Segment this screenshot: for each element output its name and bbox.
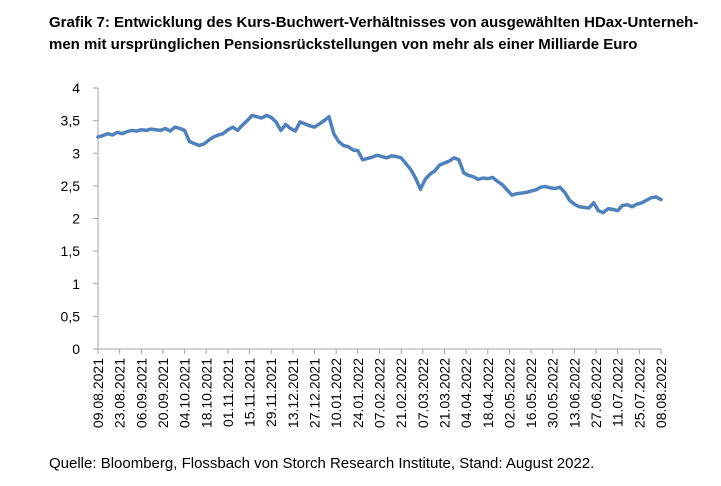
x-tick-label: 02.05.2022: [501, 358, 517, 428]
x-tick-label: 13.12.2021: [285, 358, 301, 428]
series-line-0: [96, 113, 663, 215]
x-tick-label: 10.01.2022: [328, 358, 344, 428]
x-tick-label: 23.08.2021: [112, 358, 128, 428]
x-tick-label: 29.11.2021: [263, 358, 279, 427]
x-tick-label: 30.05.2022: [545, 358, 561, 428]
x-tick-label: 24.01.2022: [350, 358, 366, 428]
source-note: Quelle: Bloomberg, Flossbach von Storch …: [49, 455, 595, 472]
x-tick-label: 15.11.2021: [242, 358, 258, 427]
x-tick-label: 04.04.2022: [458, 358, 474, 428]
x-tick-label: 08.08.2022: [653, 358, 669, 428]
x-tick-label: 21.03.2022: [436, 358, 452, 428]
y-tick-label: 1,5: [61, 243, 81, 259]
y-tick-label: 0: [72, 341, 80, 357]
y-tick-label: 0,5: [61, 308, 81, 324]
chart-title-line-1: Grafik 7: Entwicklung des Kurs-Buchwert-…: [49, 14, 699, 31]
x-tick-label: 07.02.2022: [372, 358, 388, 428]
x-tick-label: 01.11.2021: [220, 358, 236, 427]
x-tick-label: 13.06.2022: [566, 358, 582, 428]
x-tick-label: 11.07.2022: [610, 358, 626, 427]
x-tick-label: 04.10.2021: [177, 358, 193, 428]
x-tick-label: 27.12.2021: [307, 358, 323, 428]
x-tick-label: 16.05.2022: [523, 358, 539, 428]
x-tick-label: 27.06.2022: [588, 358, 604, 428]
x-axis: 09.08.2021 23.08.2021 06.09.2021 20.09.2021…: [90, 348, 669, 428]
x-tick-label: 07.03.2022: [415, 358, 431, 428]
x-tick-label: 25.07.2022: [631, 358, 647, 428]
x-tick-label: 09.08.2021: [90, 358, 106, 428]
y-tick-label: 1: [72, 276, 80, 292]
x-tick-label: 18.04.2022: [480, 358, 496, 428]
series-group: [96, 113, 663, 215]
y-tick-label: 4: [72, 80, 80, 96]
y-tick-label: 2,5: [61, 178, 81, 194]
y-tick-label: 3,5: [61, 113, 81, 129]
y-axis: 0 0,5 1 1,5 2 2,5 3 3,5 4: [61, 80, 99, 357]
x-tick-label: 20.09.2021: [155, 358, 171, 428]
x-tick-label: 21.02.2022: [393, 358, 409, 428]
y-tick-label: 2: [72, 211, 80, 227]
x-tick-label: 06.09.2021: [133, 358, 149, 428]
y-tick-label: 3: [72, 145, 80, 161]
x-tick-label: 18.10.2021: [198, 358, 214, 428]
chart-title-line-2: men mit ursprünglichen Pensionsrückstell…: [49, 36, 638, 53]
chart-title: Grafik 7: Entwicklung des Kurs-Buchwert-…: [49, 12, 709, 56]
